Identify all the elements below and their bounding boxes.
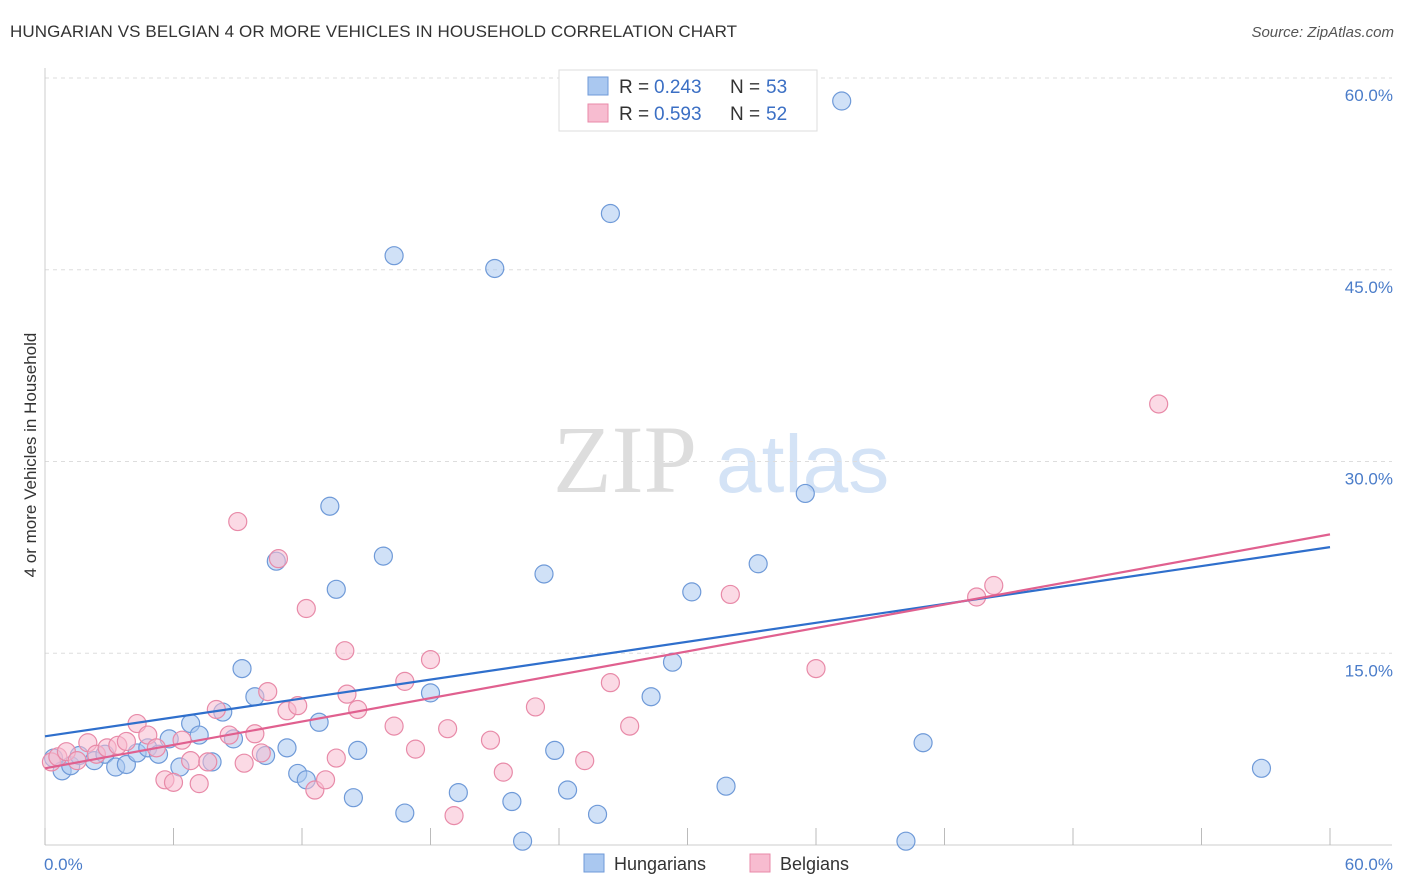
hungarian-point — [545, 740, 565, 761]
belgian-point — [296, 598, 316, 619]
x-tick-labels: 0.0% 60.0% — [44, 855, 1393, 874]
hungarian-point — [716, 776, 736, 796]
x-tick-label-end: 60.0% — [1345, 855, 1393, 874]
belgian-point — [326, 748, 346, 768]
belgian-point — [228, 511, 248, 532]
bottom-legend-label-belgians: Belgians — [780, 854, 849, 874]
belgian-point — [315, 770, 336, 790]
belgian-point — [444, 805, 464, 826]
x-tick-label-start: 0.0% — [44, 855, 83, 874]
belgians-points — [41, 394, 1169, 826]
belgian-point — [189, 774, 209, 794]
hungarian-point — [373, 546, 393, 566]
belgian-point — [1149, 394, 1169, 414]
chart-title: HUNGARIAN VS BELGIAN 4 OR MORE VEHICLES … — [10, 22, 738, 41]
belgian-point — [493, 762, 513, 782]
belgian-point — [420, 650, 441, 670]
hungarian-point — [502, 791, 522, 812]
belgian-point — [438, 719, 458, 739]
belgian-point — [525, 697, 546, 717]
belgian-point — [116, 731, 136, 752]
legend-r-value-hungarians: 0.243 — [654, 77, 702, 98]
belgian-point — [172, 730, 192, 750]
y-tick-label: 45.0% — [1345, 278, 1393, 297]
hungarian-point — [309, 712, 329, 732]
hungarian-point — [587, 804, 608, 824]
hungarian-point — [641, 687, 661, 707]
legend-r-label-hungarians: R = — [619, 77, 649, 98]
belgian-point — [575, 751, 595, 771]
belgian-point — [984, 575, 1004, 596]
hungarian-point — [896, 831, 916, 851]
legend-r-value-belgians: 0.593 — [654, 104, 702, 125]
hungarian-point — [343, 788, 363, 808]
chart-source: Source: ZipAtlas.com — [1251, 24, 1394, 41]
hungarian-point — [232, 658, 252, 679]
legend-swatch-hungarians — [587, 76, 609, 96]
belgian-point — [600, 673, 621, 693]
hungarian-point — [1251, 758, 1272, 778]
hungarian-point — [534, 564, 554, 584]
belgian-point — [234, 753, 254, 773]
belgian-point — [245, 724, 265, 744]
hungarian-point — [913, 733, 933, 753]
hungarian-point — [748, 554, 768, 574]
hungarian-point — [395, 803, 415, 823]
belgian-point — [720, 584, 740, 605]
legend-n-value-hungarians: 53 — [766, 77, 787, 98]
series-legend: Hungarians Belgians — [583, 853, 849, 874]
y-tick-label: 15.0% — [1345, 661, 1393, 680]
hungarian-point — [832, 91, 852, 111]
belgian-point — [806, 658, 826, 679]
belgian-point — [268, 549, 289, 569]
hungarian-point — [795, 483, 815, 504]
hungarian-point — [326, 579, 346, 599]
belgian-point — [288, 696, 308, 716]
y-tick-label: 30.0% — [1345, 470, 1393, 489]
correlation-legend: R = 0.243 N = 53 R = 0.593 N = 52 — [558, 69, 818, 132]
belgian-point — [251, 743, 271, 763]
belgian-point — [480, 730, 501, 750]
trend-lines — [44, 533, 1331, 770]
belgian-point — [258, 681, 278, 702]
belgian-point — [620, 716, 640, 736]
belgians-trend-line — [44, 533, 1331, 770]
y-axis-title: 4 or more Vehicles in Household — [21, 333, 40, 578]
y-tick-label: 60.0% — [1345, 86, 1393, 105]
belgian-point — [335, 641, 355, 661]
hungarian-point — [600, 203, 621, 224]
legend-r-label-belgians: R = — [619, 104, 649, 125]
legend-n-label-belgians: N = — [730, 104, 760, 125]
hungarian-point — [277, 738, 297, 758]
belgian-point — [384, 716, 404, 736]
watermark-zip: ZIP — [553, 406, 697, 513]
bottom-legend-swatch-hungarians — [583, 853, 605, 873]
belgian-point — [337, 684, 357, 704]
hungarian-point — [485, 258, 505, 279]
y-tick-labels: 15.0% 30.0% 45.0% 60.0% — [1345, 86, 1393, 680]
hungarian-point — [682, 582, 702, 602]
hungarian-point — [512, 831, 533, 851]
hungarian-point — [320, 496, 340, 516]
hungarian-point — [557, 780, 578, 800]
bottom-legend-label-hungarians: Hungarians — [614, 854, 706, 874]
hungarian-point — [448, 782, 468, 803]
hungarians-trend-line — [44, 546, 1331, 738]
belgian-point — [181, 751, 201, 771]
belgian-point — [405, 739, 426, 759]
hungarian-point — [348, 740, 368, 761]
legend-n-label-hungarians: N = — [730, 77, 760, 98]
legend-n-value-belgians: 52 — [766, 104, 787, 125]
belgian-point — [198, 752, 218, 772]
legend-swatch-belgians — [587, 103, 609, 123]
belgian-point — [163, 772, 184, 792]
axes — [44, 68, 1392, 846]
hungarian-point — [384, 246, 404, 266]
bottom-legend-swatch-belgians — [749, 853, 771, 873]
